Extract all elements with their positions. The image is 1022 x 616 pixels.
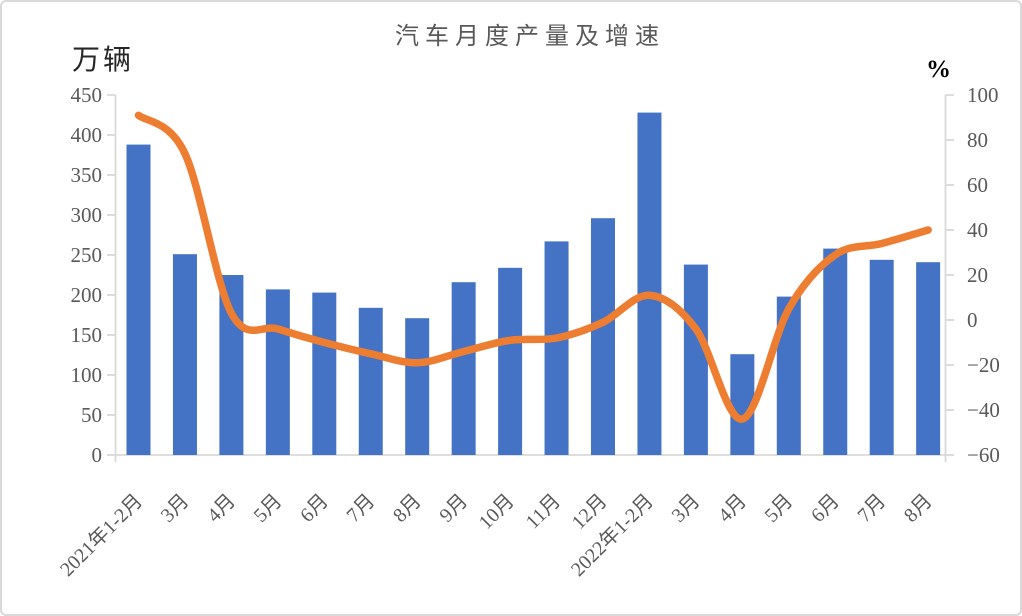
production-bar — [126, 144, 151, 455]
production-bar — [358, 307, 383, 455]
left-axis-tick-label: 0 — [92, 443, 103, 467]
left-axis: 450 400 350 300 250 200 150 100 50 0 — [71, 83, 117, 467]
x-axis-labels: 2021年1-2月 3月 4月 5月 6月 7月 8月 9月 10月 11月 12月2022年1-2… — [55, 489, 936, 581]
growth-line — [134, 111, 932, 423]
right-axis-tick-label: 100 — [967, 83, 999, 107]
right-axis: 100 80 60 40 20 0 −20 −40 −60 — [944, 83, 1000, 467]
left-axis-unit-label: 万辆 — [72, 44, 134, 76]
x-axis-label: 7月 — [853, 490, 890, 527]
right-axis-tick-label: 20 — [967, 263, 988, 287]
chart-title: 汽车月度产量及增速 — [395, 23, 665, 50]
right-axis-tick-label: −60 — [967, 443, 1000, 467]
right-axis-tick-label: −20 — [967, 353, 1000, 377]
left-axis-tick-label: 150 — [71, 323, 103, 347]
x-axis-label: 2021年1-2月 — [55, 489, 147, 581]
right-axis-tick-label: 80 — [967, 128, 988, 152]
production-bar — [265, 289, 290, 455]
left-axis-tick-label: 50 — [81, 403, 102, 427]
left-axis-tick-label: 350 — [71, 163, 103, 187]
left-axis-tick-label: 300 — [71, 203, 103, 227]
x-axis-label: 3月 — [157, 490, 194, 527]
production-bar — [312, 292, 337, 455]
production-bar — [683, 264, 708, 455]
right-axis-tick-label: 40 — [967, 218, 988, 242]
left-axis-tick-label: 200 — [71, 283, 103, 307]
production-bar — [405, 318, 430, 455]
x-axis-label: 9月 — [435, 490, 472, 527]
production-bar — [544, 241, 569, 455]
production-bar — [916, 262, 941, 455]
x-axis-label: 2022年1-2月 — [566, 489, 658, 581]
left-axis-tick-label: 400 — [71, 123, 103, 147]
x-axis-label: 11月 — [522, 490, 565, 533]
right-axis-tick-label: 0 — [967, 308, 978, 332]
left-axis-tick-label: 450 — [71, 83, 103, 107]
production-bar — [823, 248, 848, 455]
right-axis-tick-label: 60 — [967, 173, 988, 197]
x-axis-label: 7月 — [343, 490, 380, 527]
production-bar — [498, 267, 523, 455]
production-bar — [869, 259, 894, 455]
x-axis-label: 8月 — [389, 490, 426, 527]
production-bar — [451, 282, 476, 455]
bars-group — [126, 112, 941, 455]
x-axis-label: 3月 — [668, 490, 705, 527]
production-bar — [637, 112, 662, 455]
right-axis-tick-label: −40 — [967, 398, 1000, 422]
x-axis-label: 6月 — [296, 490, 333, 527]
x-axis-label: 8月 — [900, 490, 937, 527]
line-group — [134, 111, 932, 423]
x-axis-label: 4月 — [203, 490, 240, 527]
right-axis-unit-label: % — [926, 56, 951, 83]
x-axis — [114, 454, 947, 462]
production-bar — [172, 254, 197, 455]
left-axis-tick-label: 100 — [71, 363, 103, 387]
x-axis-label: 5月 — [250, 490, 287, 527]
left-axis-tick-label: 250 — [71, 243, 103, 267]
x-axis-label: 10月 — [475, 490, 519, 534]
x-axis-label: 4月 — [714, 490, 751, 527]
production-bar — [591, 218, 615, 455]
x-axis-label: 6月 — [807, 490, 844, 527]
x-axis-label: 5月 — [761, 490, 798, 527]
